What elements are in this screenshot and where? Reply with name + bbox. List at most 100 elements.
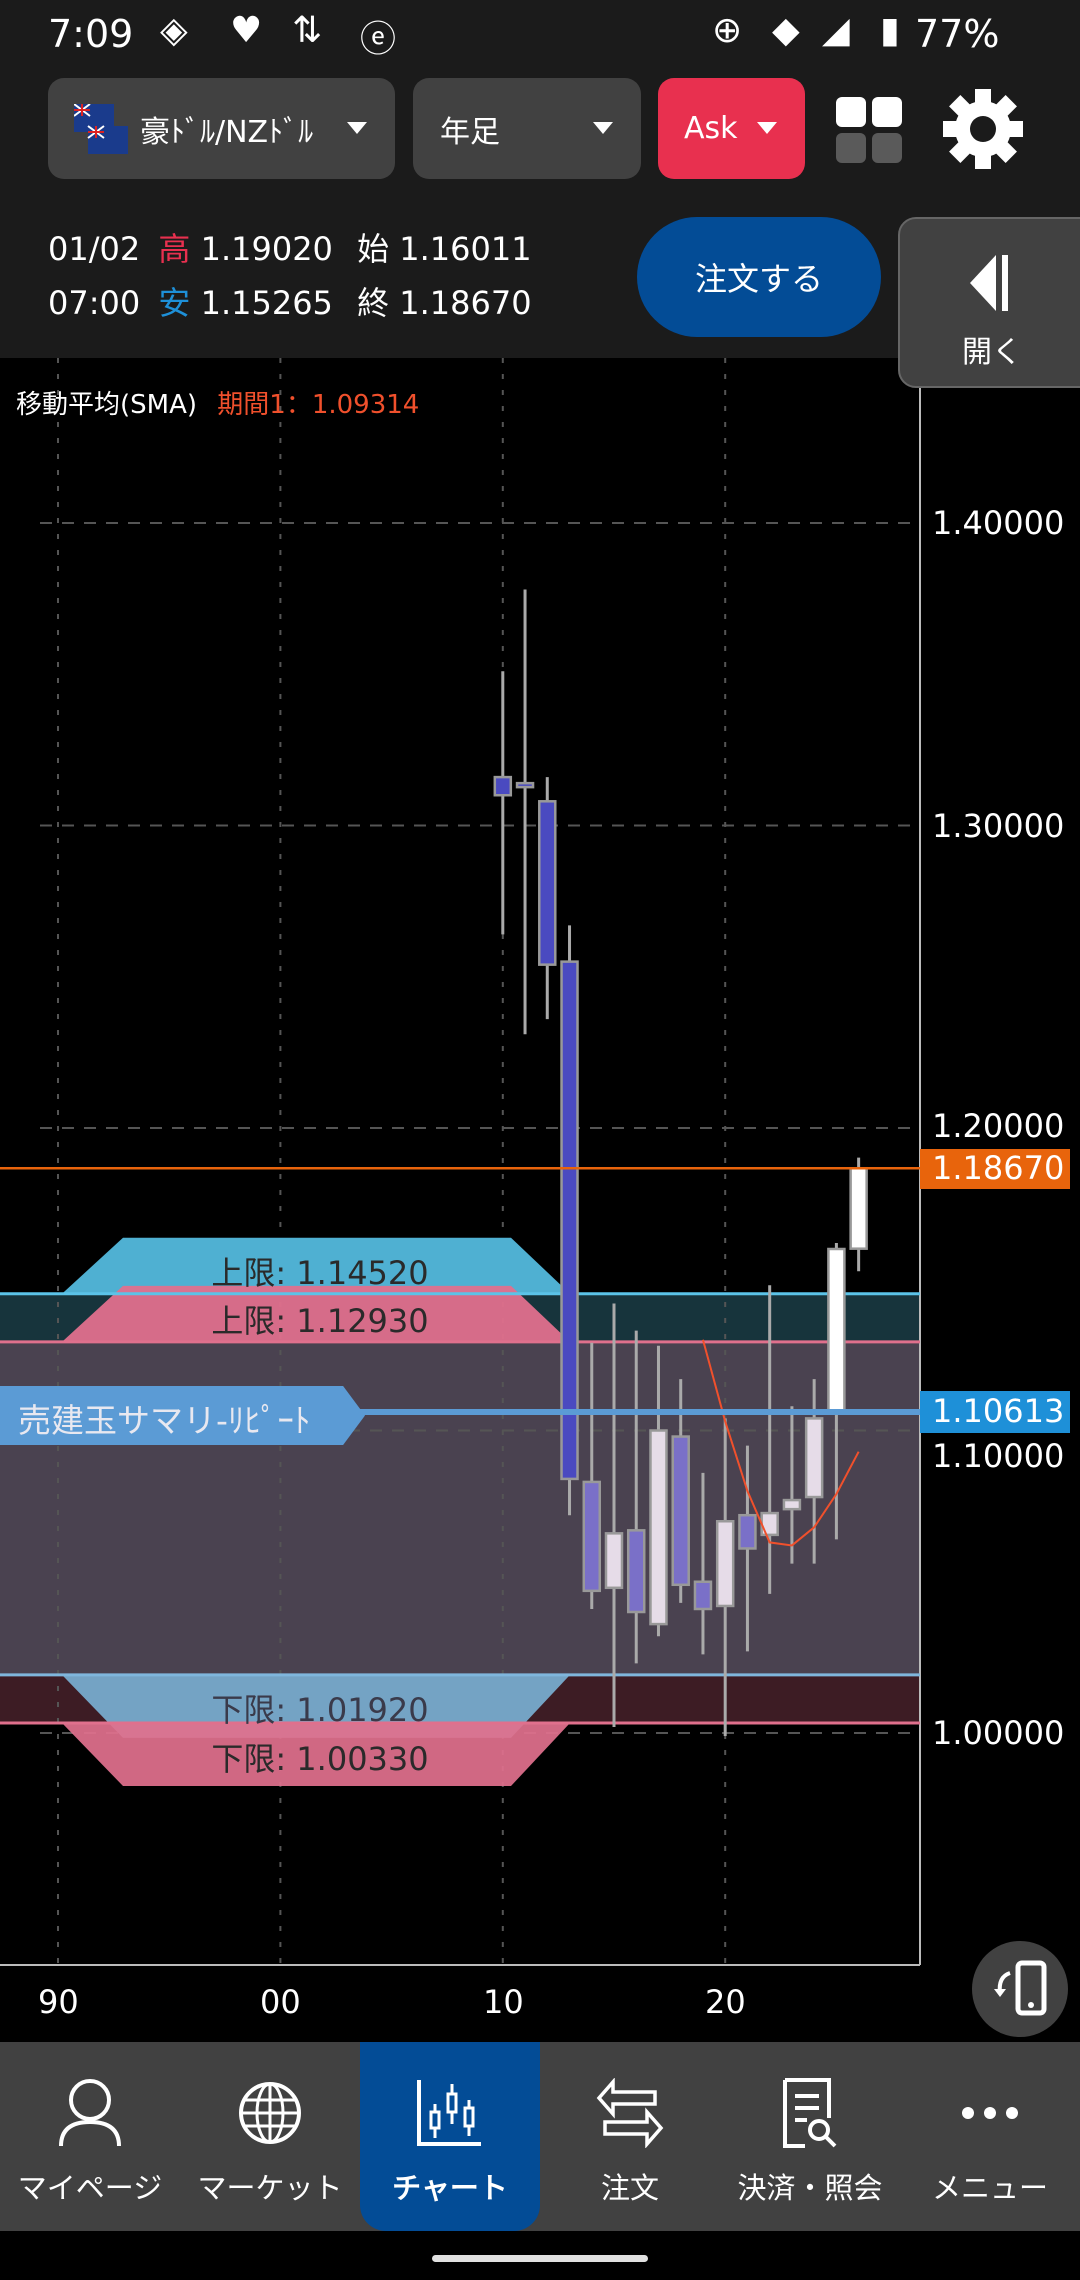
home-indicator[interactable] [432, 2255, 648, 2262]
time-axis [0, 1965, 1080, 2042]
candle-body [715, 1520, 735, 1608]
ohlc-row-1: 01/02 高 1.19020 始 1.16011 [48, 224, 532, 270]
candle-body [538, 800, 557, 966]
e-app-icon: ⓔ [360, 19, 397, 60]
upper-limit-a-tag [62, 1237, 570, 1294]
candle-body [804, 1417, 824, 1499]
y-tick: 1.30000 [932, 807, 1065, 845]
upper-limit-b-tag [62, 1285, 570, 1342]
battery-icon: ▮ [880, 10, 900, 51]
chevron-down-icon [757, 122, 777, 134]
sync-icon: ⇅ [292, 10, 323, 51]
chevron-down-icon [347, 122, 367, 134]
y-tick: 1.10000 [932, 1437, 1065, 1475]
rotate-phone-icon [994, 1960, 1047, 2016]
currency-pair-dropdown[interactable]: 豪ﾄﾞﾙ/NZﾄﾞﾙ [48, 78, 395, 179]
candle-body [671, 1435, 690, 1587]
y-tick: 1.00000 [932, 1714, 1065, 1752]
bottom-navigation: マイページ マーケット チャート 注文 決済・照会 メニュー [0, 2042, 1080, 2231]
y-tick: 1.40000 [932, 504, 1065, 542]
heart-icon: ♥ [230, 10, 263, 51]
candle-body [782, 1498, 802, 1511]
order-button[interactable]: 注文する [637, 217, 881, 337]
status-bar: 7:09 ◈ ♥ ⇅ ⓔ ⊕ ◆ ◢ ▮ 77% [0, 0, 1080, 72]
upper-limit-b-label: 上限: 1.12930 [211, 1302, 429, 1340]
indicator-name: 移動平均(SMA) [16, 390, 198, 420]
low-label: 安 [158, 284, 191, 322]
candle-body [849, 1166, 868, 1250]
lower-limit-a-label: 下限: 1.01920 [211, 1691, 429, 1729]
timeframe-label: 年足 [440, 114, 500, 150]
wifi-icon: ◆ [772, 10, 800, 51]
current-price-tag: 1.18670 [920, 1149, 1070, 1189]
candle-body [515, 781, 535, 789]
high-label: 高 [158, 230, 191, 268]
nav-settlement-inquiry[interactable]: 決済・照会 [720, 2042, 900, 2231]
timeframe-dropdown[interactable]: 年足 [413, 78, 641, 179]
nav-label: 決済・照会 [737, 2171, 883, 2205]
x-tick: 10 [483, 1983, 524, 2021]
bar-time: 07:00 [48, 284, 141, 322]
nav-chart[interactable]: チャート [360, 2042, 540, 2231]
person-icon [59, 2079, 121, 2147]
open-side-panel-button[interactable]: 開く [898, 217, 1080, 388]
open-label: 始 [357, 230, 390, 268]
candle-body [604, 1532, 624, 1590]
high-value: 1.19020 [200, 230, 333, 268]
gear-icon [943, 89, 1023, 169]
collapse-left-icon [970, 255, 1008, 311]
candle-body [493, 775, 513, 797]
currency-pair-label: 豪ﾄﾞﾙ/NZﾄﾞﾙ [140, 114, 314, 150]
bar-date: 01/02 [48, 230, 141, 268]
nav-my-page[interactable]: マイページ [0, 2042, 180, 2231]
indicator-period: 期間1：1.09314 [217, 390, 420, 420]
candle-body [626, 1529, 646, 1614]
price-side-dropdown[interactable]: Ask [658, 78, 805, 179]
flag-icon [74, 103, 128, 154]
nav-label: チャート [392, 2171, 508, 2205]
order-button-label: 注文する [694, 260, 823, 298]
close-label: 終 [357, 284, 390, 322]
data-saver-icon: ⊕ [712, 10, 743, 51]
open-panel-label: 開く [962, 335, 1022, 370]
battery-level: 77% [915, 12, 1000, 56]
nav-menu[interactable]: メニュー [900, 2042, 1080, 2231]
y-tick: 1.20000 [932, 1107, 1065, 1145]
nav-label: マイページ [17, 2171, 163, 2205]
upper-limit-a-label: 上限: 1.14520 [211, 1254, 429, 1292]
chevron-down-icon [593, 122, 613, 134]
x-tick: 00 [260, 1983, 301, 2021]
open-value: 1.16011 [399, 230, 532, 268]
layout-grid-icon [836, 97, 902, 163]
settings-button[interactable] [942, 88, 1024, 170]
candle-body [827, 1247, 846, 1414]
lower-limit-b-label: 下限: 1.00330 [211, 1740, 429, 1778]
ohlc-row-2: 07:00 安 1.15265 終 1.18670 [48, 278, 532, 324]
x-tick: 20 [705, 1983, 746, 2021]
lower-limit-b-tag [62, 1723, 570, 1787]
signal-icon: ◢ [822, 10, 850, 51]
exchange-arrows-icon [596, 2078, 664, 2148]
nav-order[interactable]: 注文 [540, 2042, 720, 2231]
nav-market[interactable]: マーケット [180, 2042, 360, 2231]
app-notification-icon: ◈ [160, 10, 188, 51]
layout-grid-button[interactable] [836, 97, 904, 163]
position-summary-label: 売建玉サマリ-ﾘﾋﾟｰﾄ [18, 1401, 311, 1440]
nav-label: 注文 [600, 2171, 659, 2205]
x-tick: 90 [38, 1983, 79, 2021]
candlestick-chart-icon [417, 2080, 481, 2146]
more-dots-icon [962, 2107, 1018, 2119]
candle-body [560, 960, 579, 1481]
close-value: 1.18670 [399, 284, 532, 322]
low-value: 1.15265 [200, 284, 333, 322]
position-price-tag: 1.10613 [920, 1391, 1070, 1433]
globe-icon [239, 2082, 301, 2144]
candle-body [582, 1480, 602, 1593]
rotate-screen-button[interactable] [972, 1941, 1068, 2037]
document-search-icon [783, 2078, 837, 2148]
status-time: 7:09 [48, 12, 134, 56]
nav-label: マーケット [197, 2171, 343, 2205]
sma-line [701, 1339, 860, 1547]
position-summary-tag[interactable]: 売建玉サマリ-ﾘﾋﾟｰﾄ [0, 1386, 365, 1445]
price-side-label: Ask [684, 111, 738, 146]
